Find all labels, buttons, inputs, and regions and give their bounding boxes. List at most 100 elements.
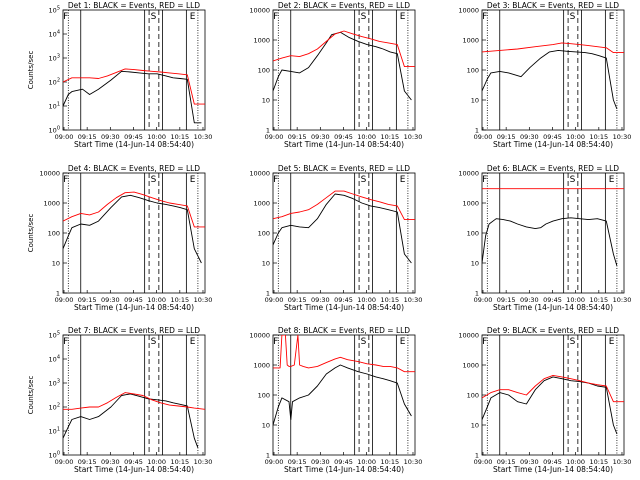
x-tick-label: 09:00 — [55, 133, 74, 141]
x-tick-label: 09:30 — [520, 296, 539, 304]
x-tick-label: 09:30 — [101, 458, 120, 466]
x-tick-label: 10:30 — [194, 296, 213, 304]
panel-title: Det 2: BLACK = Events, RED = LLD — [278, 1, 410, 10]
x-tick-label: 09:45 — [334, 133, 353, 141]
x-tick-label: 09:00 — [55, 458, 74, 466]
y-tick-label: 10000 — [458, 332, 479, 340]
y-tick-label: 1000 — [462, 37, 479, 45]
series-group — [482, 188, 624, 267]
y-tick-label: 1000 — [43, 200, 60, 208]
x-axis-label: Start Time (14-Jun-14 08:54:40) — [493, 465, 613, 474]
detector-panel-2: Det 2: BLACK = Events, RED = LLD 09:00 09:… — [249, 1, 422, 149]
y-tick-label: 100 — [49, 126, 60, 135]
y-axis-label: Counts/sec — [27, 376, 35, 415]
x-tick-label: 10:30 — [404, 133, 423, 141]
y-axis-label: Counts/sec — [27, 51, 35, 90]
y-tick-label: 1000 — [253, 200, 270, 208]
region-label-f: F — [63, 12, 68, 22]
x-tick-label: 09:45 — [124, 458, 143, 466]
y-tick-label: 102 — [49, 403, 60, 412]
y-tick-label: 100 — [467, 67, 479, 75]
y-tick-label: 10000 — [39, 170, 60, 178]
x-tick-label: 10:00 — [147, 296, 166, 304]
series-line-events — [482, 376, 618, 435]
y-tick-label: 10 — [262, 260, 270, 268]
detector-panel-9: Det 9: BLACK = Events, RED = LLD 09:00 09:… — [458, 326, 631, 474]
panel-title: Det 9: BLACK = Events, RED = LLD — [487, 326, 619, 335]
region-label-e: E — [400, 337, 406, 347]
series-line-lld — [273, 30, 415, 68]
y-tick-label: 1000 — [253, 37, 270, 45]
x-tick-label: 10:00 — [566, 458, 585, 466]
x-tick-label: 09:30 — [520, 133, 539, 141]
series-group — [482, 42, 624, 110]
x-tick-label: 10:00 — [357, 133, 376, 141]
y-tick-label: 100 — [48, 230, 60, 238]
y-tick-label: 103 — [49, 379, 60, 388]
region-label-s: S — [151, 12, 157, 22]
region-label-s: S — [151, 175, 157, 185]
x-tick-label: 10:15 — [380, 458, 399, 466]
series-line-lld — [63, 392, 205, 410]
region-label-s: S — [570, 12, 576, 22]
y-tick-label: 1 — [475, 290, 479, 298]
x-tick-label: 10:30 — [613, 133, 632, 141]
x-tick-label: 10:00 — [357, 296, 376, 304]
x-tick-label: 10:00 — [147, 458, 166, 466]
plot-frame — [481, 9, 625, 131]
region-label-f: F — [273, 337, 278, 347]
series-group — [273, 30, 415, 101]
region-label-e: E — [400, 12, 406, 22]
x-axis-label: Start Time (14-Jun-14 08:54:40) — [74, 465, 194, 474]
region-label-s: S — [361, 175, 367, 185]
x-tick-label: 10:30 — [613, 458, 632, 466]
region-label-s: S — [570, 175, 576, 185]
y-tick-label: 1 — [266, 452, 270, 460]
x-tick-label: 09:15 — [497, 458, 516, 466]
x-tick-label: 09:15 — [288, 133, 307, 141]
region-label-f: F — [482, 12, 487, 22]
y-tick-label: 10 — [52, 260, 60, 268]
y-tick-label: 100 — [467, 230, 479, 238]
panel-title: Det 6: BLACK = Events, RED = LLD — [487, 164, 619, 173]
region-label-e: E — [190, 337, 196, 347]
x-tick-label: 10:30 — [194, 458, 213, 466]
y-tick-label: 100 — [258, 67, 270, 75]
x-axis-label: Start Time (14-Jun-14 08:54:40) — [74, 140, 194, 149]
x-tick-label: 09:30 — [520, 458, 539, 466]
series-line-lld — [273, 335, 415, 373]
x-tick-label: 09:30 — [311, 296, 330, 304]
x-tick-label: 09:30 — [311, 133, 330, 141]
x-tick-label: 10:15 — [380, 296, 399, 304]
x-axis-label: Start Time (14-Jun-14 08:54:40) — [493, 140, 613, 149]
series-line-events — [482, 217, 618, 267]
region-label-s: S — [361, 337, 367, 347]
x-tick-label: 10:00 — [566, 296, 585, 304]
region-label-f: F — [482, 337, 487, 347]
x-tick-label: 10:00 — [147, 133, 166, 141]
x-tick-label: 09:45 — [543, 296, 562, 304]
x-axis-label: Start Time (14-Jun-14 08:54:40) — [284, 140, 404, 149]
x-tick-label: 10:15 — [170, 458, 189, 466]
y-axis-label: Counts/sec — [27, 214, 35, 253]
series-line-events — [63, 393, 199, 448]
y-tick-label: 10000 — [249, 170, 270, 178]
x-tick-label: 09:45 — [543, 458, 562, 466]
series-line-lld — [482, 374, 624, 403]
y-tick-label: 100 — [49, 451, 60, 460]
region-label-e: E — [190, 175, 196, 185]
series-group — [482, 374, 624, 435]
series-group — [63, 392, 205, 448]
series-line-events — [273, 193, 412, 264]
x-tick-label: 09:45 — [334, 296, 353, 304]
region-label-e: E — [609, 12, 615, 22]
x-tick-label: 10:00 — [566, 133, 585, 141]
series-group — [273, 335, 415, 426]
x-tick-label: 09:30 — [311, 458, 330, 466]
panel-title: Det 7: BLACK = Events, RED = LLD — [68, 326, 200, 335]
y-tick-label: 100 — [258, 230, 270, 238]
x-tick-label: 09:15 — [78, 133, 97, 141]
panel-title: Det 5: BLACK = Events, RED = LLD — [278, 164, 410, 173]
detector-panel-6: Det 6: BLACK = Events, RED = LLD 09:00 09:… — [458, 164, 631, 312]
panel-title: Det 3: BLACK = Events, RED = LLD — [487, 1, 619, 10]
